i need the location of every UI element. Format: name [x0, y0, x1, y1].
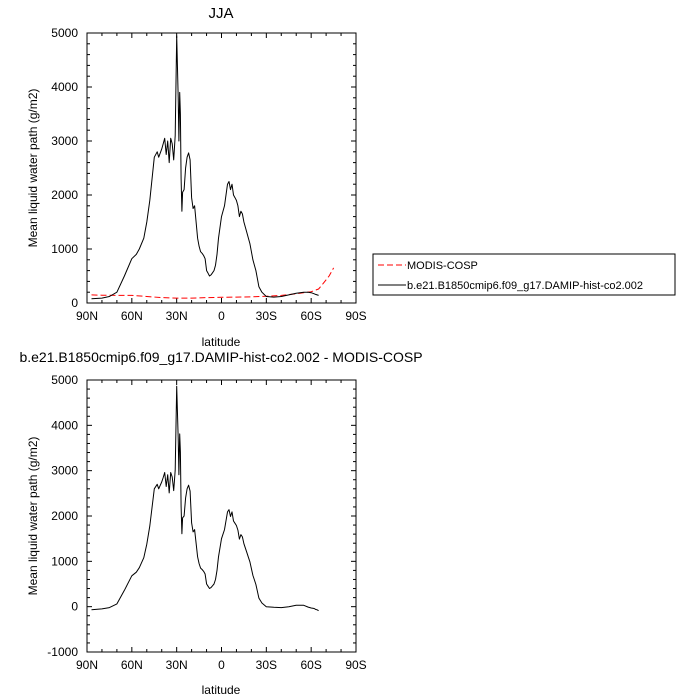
series-line-model: [91, 35, 319, 300]
chart-title: b.e21.B1850cmip6.f09_g17.DAMIP-hist-co2.…: [19, 349, 422, 365]
y-tick-label: 2000: [51, 509, 78, 523]
x-tick-label: 90S: [345, 658, 366, 672]
y-tick-label: 5000: [51, 26, 78, 40]
chart-title: JJA: [208, 5, 233, 22]
y-tick-label: -1000: [47, 645, 78, 659]
y-tick-label: 3000: [51, 464, 78, 478]
x-tick-label: 90S: [345, 309, 366, 323]
x-tick-label: 90N: [76, 658, 98, 672]
axis-ticks: 90N 60N 30N 0 30S 60S 90S -1000 0 1000 2000 3000 400…: [47, 373, 366, 672]
plot-frame: [86, 32, 357, 304]
chart-panel-bottom: b.e21.B1850cmip6.f09_g17.DAMIP-hist-co2.…: [19, 349, 422, 697]
y-tick-label: 1000: [51, 554, 78, 568]
plot-series: [91, 35, 335, 300]
x-tick-label: 90N: [76, 309, 98, 323]
y-tick-label: 0: [71, 600, 78, 614]
plot-series: [91, 385, 319, 612]
axis-ticks: 90N 60N 30N 0 30S 60S 90S 0 1000 2000 3000 4000 5000: [51, 26, 366, 323]
x-tick-label: 0: [218, 658, 225, 672]
x-axis-label: latitude: [202, 335, 241, 349]
series-line-modis-cosp: [91, 267, 335, 299]
y-tick-label: 3000: [51, 134, 78, 148]
x-tick-label: 60N: [121, 658, 143, 672]
y-axis-label: Mean liquid water path (g/m2): [26, 89, 40, 248]
x-tick-label: 60S: [300, 309, 321, 323]
legend-label-model: b.e21.B1850cmip6.f09_g17.DAMIP-hist-co2.…: [407, 280, 643, 292]
legend: MODIS-COSP b.e21.B1850cmip6.f09_g17.DAMI…: [372, 253, 676, 296]
x-tick-label: 0: [218, 309, 225, 323]
plot-frame: [86, 379, 357, 653]
y-tick-label: 4000: [51, 418, 78, 432]
x-tick-label: 60S: [300, 658, 321, 672]
x-tick-label: 30S: [256, 658, 277, 672]
y-tick-label: 1000: [51, 242, 78, 256]
x-tick-label: 60N: [121, 309, 143, 323]
x-axis-label: latitude: [202, 683, 241, 697]
y-tick-label: 0: [71, 296, 78, 310]
y-tick-label: 2000: [51, 188, 78, 202]
y-tick-label: 4000: [51, 80, 78, 94]
chart-panel-top: JJA Mean liquid water path (g/m2) latitu…: [26, 5, 367, 349]
x-tick-label: 30N: [166, 658, 188, 672]
legend-label-modis: MODIS-COSP: [407, 260, 478, 272]
x-tick-label: 30S: [256, 309, 277, 323]
series-line-model: [91, 385, 319, 612]
y-axis-label: Mean liquid water path (g/m2): [26, 437, 40, 596]
legend-box: [372, 253, 676, 296]
x-tick-label: 30N: [166, 309, 188, 323]
y-tick-label: 5000: [51, 373, 78, 387]
